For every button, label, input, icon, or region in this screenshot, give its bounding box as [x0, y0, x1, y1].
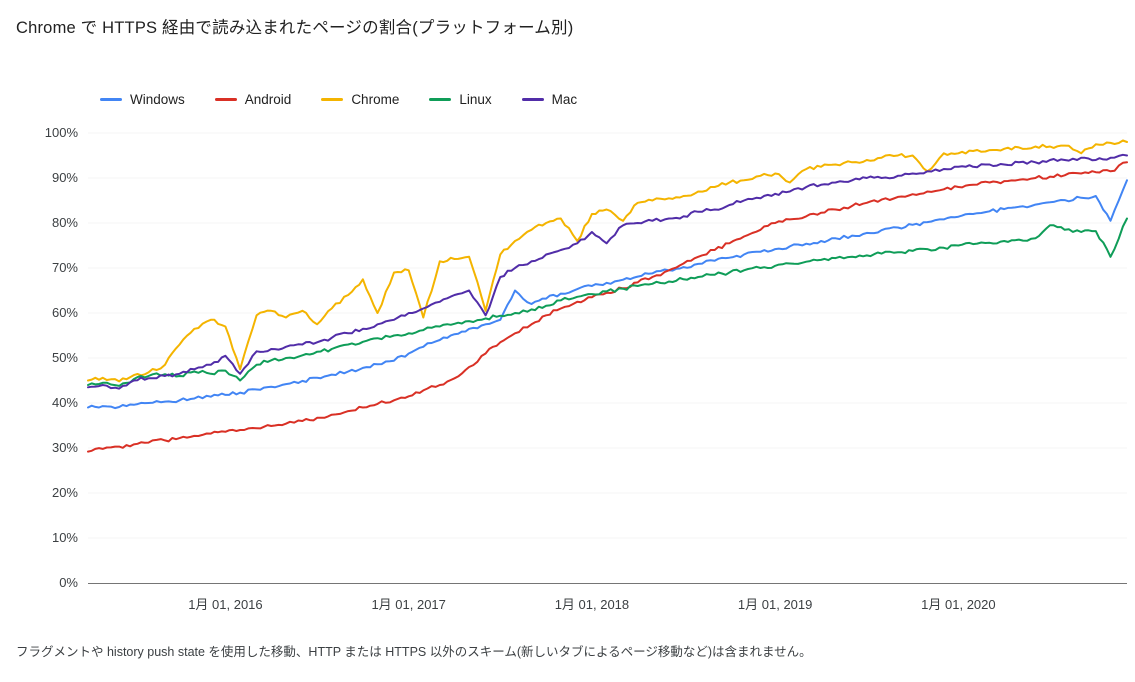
legend-item-linux: Linux — [429, 92, 492, 107]
y-axis-tick-label: 80% — [51, 215, 78, 230]
y-axis-tick-label: 100% — [44, 125, 78, 140]
legend-line-swatch-chrome — [321, 98, 344, 101]
page-title: Chrome で HTTPS 経由で読み込まれたページの割合(プラットフォーム別… — [16, 19, 574, 37]
x-axis-tick-label: 1月 01, 2019 — [737, 597, 813, 612]
series-line-linux[interactable] — [87, 217, 1128, 387]
chart-legend: Windows Android Chrome Linux Mac — [100, 92, 577, 107]
legend-item-chrome: Chrome — [321, 92, 399, 107]
series-line-android[interactable] — [87, 161, 1128, 453]
legend-line-swatch-android — [214, 98, 237, 101]
legend-label-mac: Mac — [551, 92, 578, 107]
legend-item-mac: Mac — [521, 92, 578, 107]
y-axis-tick-label: 40% — [51, 395, 78, 410]
legend-label-chrome: Chrome — [351, 92, 400, 107]
y-axis-tick-label: 90% — [51, 170, 78, 185]
y-axis-tick-label: 70% — [51, 260, 78, 275]
x-axis-tick-label: 1月 01, 2018 — [554, 597, 630, 612]
y-axis-tick-label: 10% — [51, 530, 78, 545]
legend-line-swatch-mac — [521, 98, 544, 101]
y-axis-tick-label: 50% — [51, 350, 78, 365]
y-axis-tick-label: 20% — [51, 485, 78, 500]
legend-label-windows: Windows — [130, 92, 185, 107]
legend-label-android: Android — [244, 92, 292, 107]
legend-item-android: Android — [214, 92, 292, 107]
legend-line-swatch-linux — [429, 98, 452, 101]
series-line-chrome[interactable] — [87, 139, 1128, 383]
chart-footnote: フラグメントや history push state を使用した移動、HTTP … — [16, 645, 812, 659]
series-line-mac[interactable] — [87, 153, 1128, 390]
y-axis-tick-label: 30% — [51, 440, 78, 455]
legend-label-linux: Linux — [459, 92, 492, 107]
legend-item-windows: Windows — [100, 92, 185, 107]
x-axis-tick-label: 1月 01, 2020 — [921, 597, 996, 612]
x-axis-tick-label: 1月 01, 2017 — [371, 597, 446, 612]
legend-line-swatch-windows — [100, 98, 122, 101]
series-line-windows[interactable] — [87, 179, 1128, 410]
y-axis-tick-label: 0% — [59, 575, 78, 590]
x-axis-tick-label: 1月 01, 2016 — [188, 597, 263, 612]
y-axis-tick-label: 60% — [51, 305, 78, 320]
